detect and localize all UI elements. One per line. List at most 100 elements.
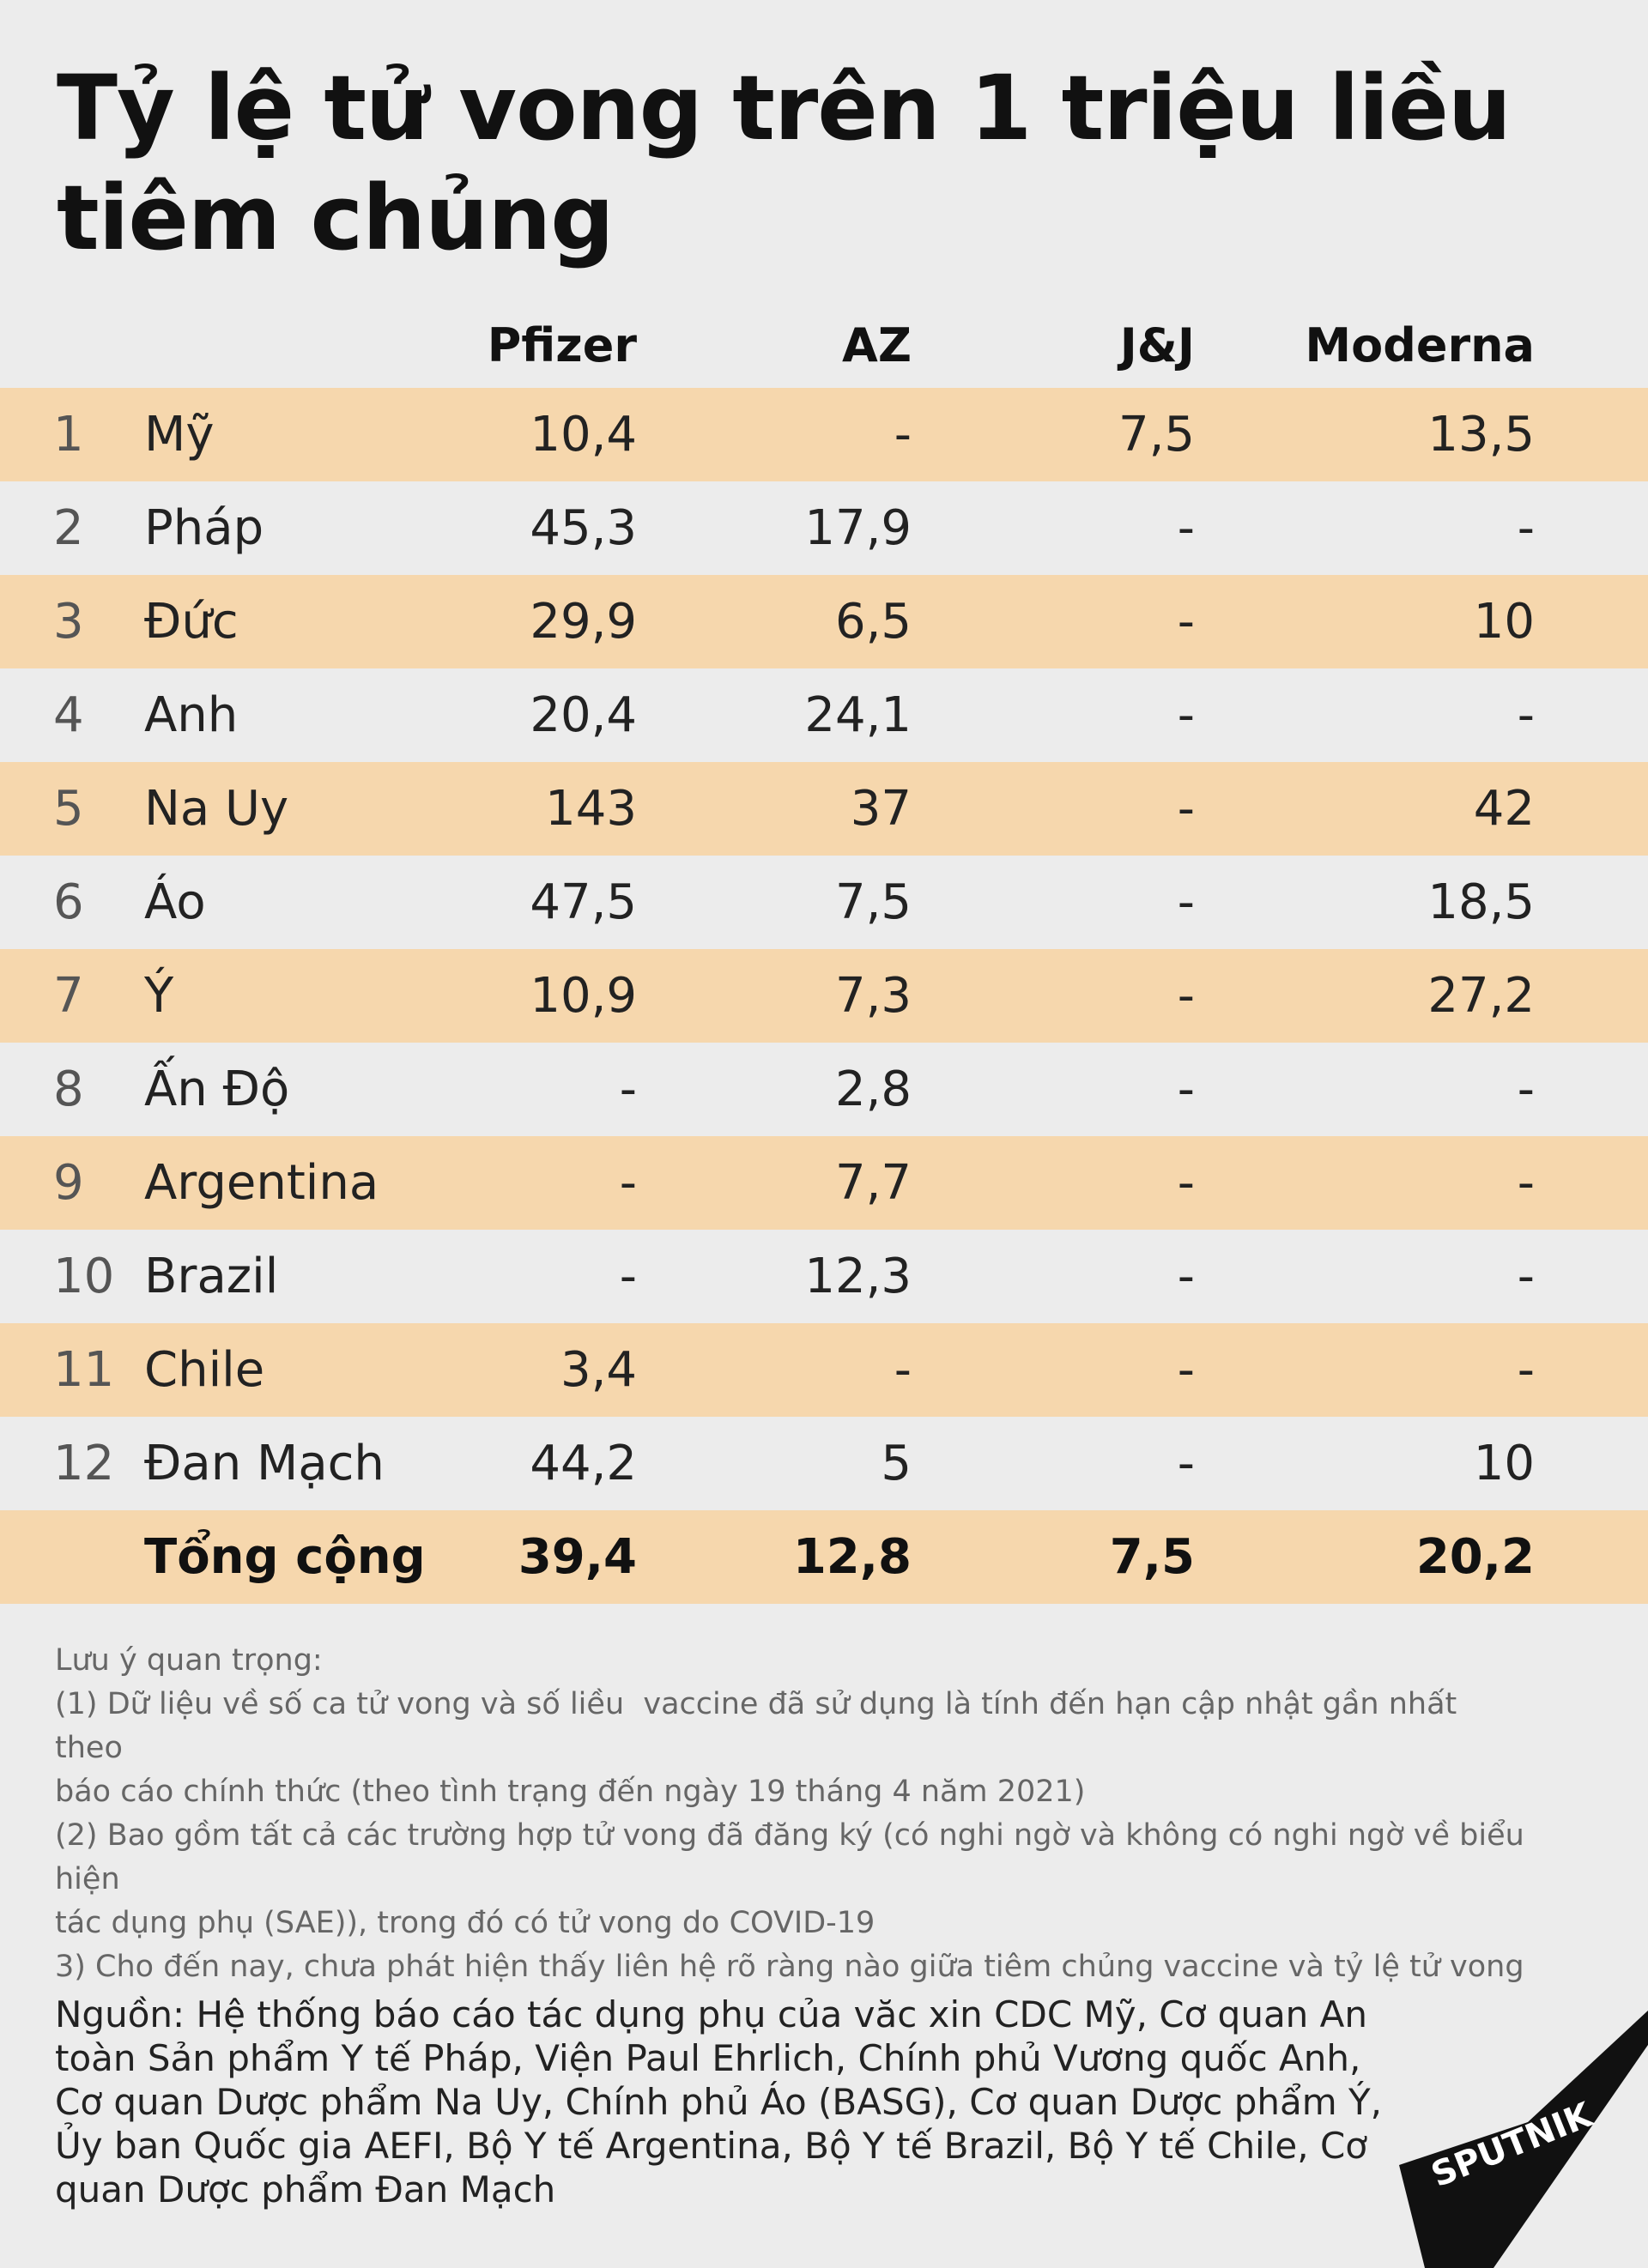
row-country: Pháp: [144, 500, 264, 556]
total-az: 12,8: [792, 1529, 912, 1585]
column-header-moderna: Moderna: [1305, 318, 1535, 372]
note-line: báo cáo chính thức (theo tình trạng đến …: [55, 1775, 1086, 1809]
cell-az: 7,5: [834, 874, 912, 930]
cell-az: -: [894, 1342, 912, 1398]
table-row: 6 Áo 47,5 7,5 - 18,5: [0, 856, 1648, 949]
row-country: Áo: [144, 874, 206, 930]
cell-pfizer: 10,4: [530, 407, 637, 463]
cell-jj: -: [1177, 500, 1195, 556]
table-row: 7 Ý 10,9 7,3 - 27,2: [0, 949, 1648, 1043]
table-row: 10 Brazil - 12,3 - -: [0, 1230, 1648, 1323]
table-header: Pfizer AZ J&J Moderna: [0, 302, 1648, 388]
table-row: 2 Pháp 45,3 17,9 - -: [0, 481, 1648, 575]
cell-jj: -: [1177, 874, 1195, 930]
column-header-az: AZ: [842, 318, 912, 372]
cell-pfizer: -: [619, 1061, 637, 1117]
cell-pfizer: 20,4: [530, 687, 637, 743]
cell-moderna: 10: [1473, 594, 1535, 650]
table-row: 1 Mỹ 10,4 - 7,5 13,5: [0, 388, 1648, 481]
row-country: Na Uy: [144, 781, 289, 837]
cell-jj: -: [1177, 687, 1195, 743]
cell-jj: -: [1177, 1061, 1195, 1117]
page-title: Tỷ lệ tử vong trên 1 triệu liều tiêm chủ…: [57, 56, 1512, 270]
column-header-pfizer: Pfizer: [487, 318, 637, 372]
row-rank: 1: [53, 407, 84, 463]
row-rank: 3: [53, 594, 84, 650]
cell-az: 24,1: [804, 687, 912, 743]
cell-jj: -: [1177, 1155, 1195, 1211]
cell-moderna: -: [1517, 687, 1535, 743]
table-row: 11 Chile 3,4 - - -: [0, 1323, 1648, 1417]
cell-jj: -: [1177, 594, 1195, 650]
row-country: Argentina: [144, 1155, 379, 1211]
total-row: Tổng cộng 39,4 12,8 7,5 20,2: [0, 1510, 1648, 1604]
row-country: Đan Mạch: [144, 1436, 385, 1491]
sputnik-logo: SPUTNIK: [1399, 2011, 1648, 2268]
row-rank: 4: [53, 687, 84, 743]
cell-az: 12,3: [804, 1249, 912, 1304]
cell-az: -: [894, 407, 912, 463]
table-row: 8 Ấn Độ - 2,8 - -: [0, 1043, 1648, 1136]
cell-az: 2,8: [834, 1061, 912, 1117]
cell-pfizer: 47,5: [530, 874, 637, 930]
cell-jj: -: [1177, 1436, 1195, 1491]
total-moderna: 20,2: [1415, 1529, 1535, 1585]
cell-jj: -: [1177, 1249, 1195, 1304]
row-rank: 7: [53, 968, 84, 1024]
cell-moderna: 13,5: [1427, 407, 1535, 463]
row-country: Chile: [144, 1342, 265, 1398]
note-line: (1) Dữ liệu về số ca tử vong và số liều …: [55, 1687, 1467, 1765]
row-country: Brazil: [144, 1249, 279, 1304]
cell-pfizer: 143: [545, 781, 637, 837]
cell-az: 5: [881, 1436, 912, 1491]
row-country: Anh: [144, 687, 239, 743]
row-country: Mỹ: [144, 407, 215, 463]
cell-az: 6,5: [834, 594, 912, 650]
cell-az: 37: [850, 781, 912, 837]
cell-moderna: 42: [1473, 781, 1535, 837]
source-text: Nguồn: Hệ thống báo cáo tác dụng phụ của…: [55, 1993, 1383, 2211]
cell-az: 17,9: [804, 500, 912, 556]
cell-az: 7,3: [834, 968, 912, 1024]
cell-moderna: 18,5: [1427, 874, 1535, 930]
cell-pfizer: 3,4: [560, 1342, 637, 1398]
cell-moderna: 10: [1473, 1436, 1535, 1491]
row-rank: 11: [53, 1342, 115, 1398]
row-rank: 6: [53, 874, 84, 930]
cell-jj: -: [1177, 968, 1195, 1024]
note-line: hiện: [55, 1862, 120, 1896]
note-line: (2) Bao gồm tất cả các trường hợp tử von…: [55, 1818, 1524, 1853]
cell-pfizer: 45,3: [530, 500, 637, 556]
row-rank: 10: [53, 1249, 115, 1304]
total-label: Tổng cộng: [144, 1529, 426, 1585]
cell-jj: 7,5: [1118, 407, 1195, 463]
cell-moderna: -: [1517, 1342, 1535, 1398]
table-row: 12 Đan Mạch 44,2 5 - 10: [0, 1417, 1648, 1510]
cell-pfizer: 10,9: [530, 968, 637, 1024]
total-jj: 7,5: [1109, 1529, 1195, 1585]
table-row: 3 Đức 29,9 6,5 - 10: [0, 575, 1648, 668]
cell-jj: -: [1177, 1342, 1195, 1398]
cell-pfizer: -: [619, 1249, 637, 1304]
cell-pfizer: -: [619, 1155, 637, 1211]
cell-pfizer: 29,9: [530, 594, 637, 650]
row-rank: 2: [53, 500, 84, 556]
column-header-jj: J&J: [1119, 318, 1195, 372]
cell-pfizer: 44,2: [530, 1436, 637, 1491]
cell-moderna: -: [1517, 1249, 1535, 1304]
cell-moderna: -: [1517, 500, 1535, 556]
table-row: 5 Na Uy 143 37 - 42: [0, 762, 1648, 856]
row-country: Đức: [144, 594, 239, 650]
note-line: Lưu ý quan trọng:: [55, 1643, 323, 1678]
total-pfizer: 39,4: [518, 1529, 637, 1585]
row-rank: 8: [53, 1061, 84, 1117]
note-line: 3) Cho đến nay, chưa phát hiện thấy liên…: [55, 1950, 1524, 1984]
row-country: Ấn Độ: [144, 1061, 290, 1117]
row-rank: 9: [53, 1155, 84, 1211]
cell-moderna: -: [1517, 1155, 1535, 1211]
cell-moderna: -: [1517, 1061, 1535, 1117]
row-rank: 5: [53, 781, 84, 837]
note-line: tác dụng phụ (SAE)), trong đó có tử vong…: [55, 1906, 876, 1940]
cell-jj: -: [1177, 781, 1195, 837]
row-country: Ý: [144, 968, 174, 1024]
